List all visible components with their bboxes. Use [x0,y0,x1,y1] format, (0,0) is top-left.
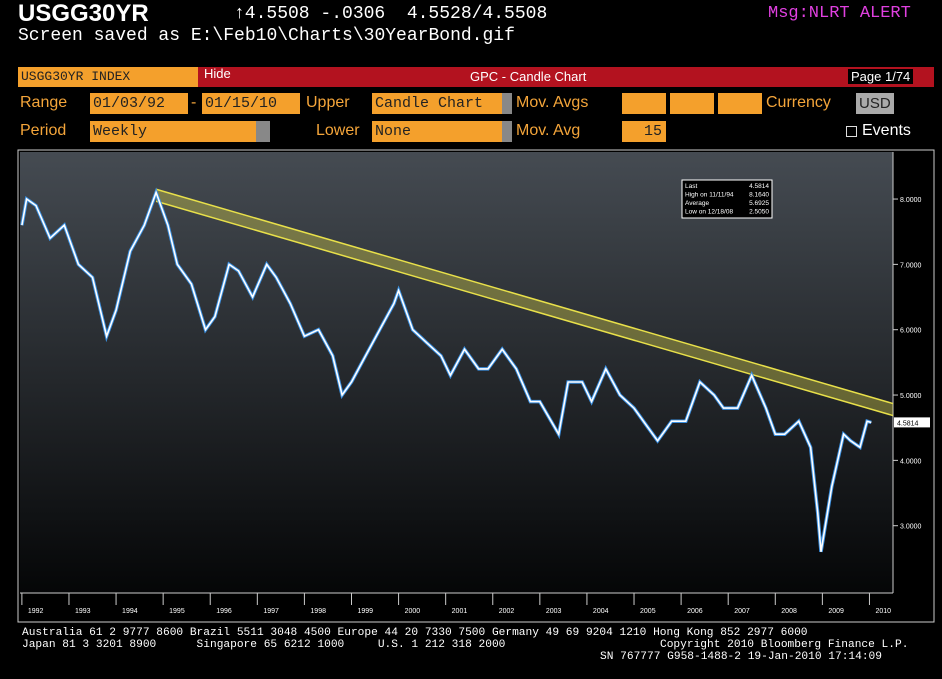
x-tick-label: 1999 [357,608,373,615]
x-tick-label: 2005 [640,608,656,615]
mov-avg-field[interactable]: 15 [622,121,666,142]
x-tick-label: 2003 [546,608,562,615]
x-tick-label: 1995 [169,608,185,615]
mov-avgs-label: Mov. Avgs [516,94,589,111]
lower-label: Lower [316,122,360,139]
y-tick-label: 8.0000 [900,197,922,204]
events-checkbox[interactable] [846,126,857,137]
last-value-label: 4.5814 [897,420,919,427]
x-tick-label: 2009 [828,608,844,615]
y-tick-label: 3.0000 [900,524,922,531]
stats-label: Last [685,183,697,190]
dropdown[interactable] [502,121,512,142]
stats-value: 5.6925 [749,200,769,207]
x-tick-label: 2010 [875,608,891,615]
events-label: Events [862,122,911,139]
lower-field[interactable]: None [372,121,502,142]
hide-button[interactable]: Hide [204,66,231,81]
y-tick-label: 4.0000 [900,458,922,465]
x-tick-label: 2002 [499,608,515,615]
trendline-lower [155,200,894,417]
range-label: Range [20,94,68,111]
toolbar [18,67,934,87]
x-tick-label: 1998 [310,608,326,615]
x-tick-label: 1997 [263,608,279,615]
start-date[interactable]: 01/03/92 [90,93,188,114]
x-tick-label: 2007 [734,608,750,615]
ma-field[interactable] [670,93,714,114]
period-field[interactable]: Weekly [90,121,256,142]
security-field[interactable]: USGG30YR INDEX [18,67,198,87]
quote: ↑4.5508 -.0306 4.5528/4.5508 [234,4,548,24]
x-tick-label: 1996 [216,608,232,615]
stats-label: Low on 12/18/08 [685,209,733,216]
dropdown[interactable] [502,93,512,114]
stats-label: Average [685,200,709,207]
footer-line: Australia 61 2 9777 8600 Brazil 5511 304… [22,627,808,639]
currency-label: Currency [766,94,831,111]
footer-line: Copyright 2010 Bloomberg Finance L.P. [660,639,909,651]
x-tick-label: 2001 [452,608,468,615]
stats-value: 2.5050 [749,209,769,216]
page-indicator: Page 1/74 [848,69,914,84]
footer-line: SN 767777 G958-1488-2 19-Jan-2010 17:14:… [600,651,882,663]
y-tick-label: 6.0000 [900,328,922,335]
trend-band [156,189,893,416]
last-value-tag [894,417,930,428]
function-title: GPC - Candle Chart [470,69,587,84]
x-tick-label: 2000 [405,608,421,615]
period-label: Period [20,122,67,139]
y-tick-label: 5.0000 [900,393,922,400]
x-tick-label: 1994 [122,608,138,615]
series-line [21,190,872,552]
x-tick-label: 1992 [28,608,44,615]
stats-value: 8.1640 [749,192,769,199]
ma-field[interactable] [622,93,666,114]
x-tick-label: 2006 [687,608,703,615]
currency-field[interactable]: USD [856,93,894,114]
trendline [155,188,894,405]
upper-label: Upper [306,94,350,111]
footer-line: Japan 81 3 3201 8900 Singapore 65 6212 1… [22,639,506,651]
y-tick-label: 7.0000 [900,262,922,269]
stats-box [681,179,773,219]
upper-field[interactable]: Candle Chart [372,93,502,114]
ticker: USGG30YR [18,0,149,27]
stats-value: 4.5814 [749,183,769,190]
stats-label: High on 11/11/94 [685,192,734,199]
mov-avg-label: Mov. Avg [516,122,581,139]
alert: Msg:NLRT ALERT [768,4,911,23]
dropdown[interactable] [256,121,270,142]
x-tick-label: 2004 [593,608,609,615]
range-dash: - [191,94,197,111]
end-date[interactable]: 01/15/10 [202,93,300,114]
saved-notice: Screen saved as E:\Feb10\Charts\30YearBo… [18,26,515,46]
x-tick-label: 2008 [781,608,797,615]
ma-field[interactable] [718,93,762,114]
x-tick-label: 1993 [75,608,91,615]
